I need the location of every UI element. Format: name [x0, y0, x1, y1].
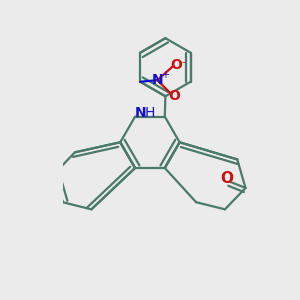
Text: -: -: [181, 57, 185, 68]
Text: +: +: [161, 70, 169, 80]
Text: O: O: [169, 89, 181, 103]
Text: O: O: [220, 171, 233, 186]
Text: N: N: [152, 73, 163, 87]
Text: O: O: [170, 58, 182, 72]
Text: H: H: [145, 106, 155, 121]
Text: N: N: [135, 106, 146, 121]
